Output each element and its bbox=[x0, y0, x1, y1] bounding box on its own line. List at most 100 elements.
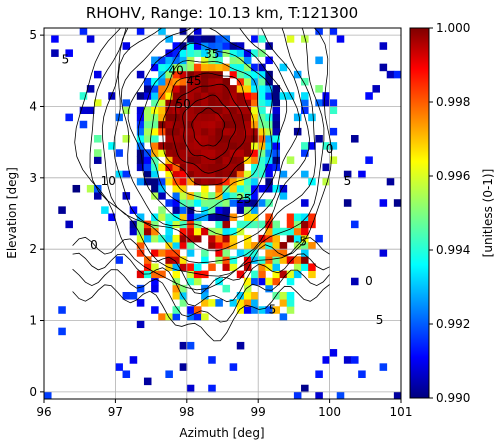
heatmap-cell bbox=[215, 156, 223, 164]
heatmap-cell bbox=[179, 341, 188, 350]
heatmap-cell bbox=[143, 92, 152, 100]
heatmap-cell bbox=[222, 42, 231, 50]
heatmap-cell bbox=[258, 85, 266, 93]
heatmap-cell bbox=[322, 177, 330, 186]
heatmap-cell bbox=[229, 199, 238, 207]
heatmap-cell bbox=[236, 42, 245, 50]
heatmap-cell bbox=[215, 99, 223, 107]
heatmap-cell bbox=[229, 299, 238, 307]
contour-label: 45 bbox=[186, 74, 201, 88]
heatmap-cell bbox=[193, 49, 202, 57]
heatmap-cell bbox=[229, 177, 238, 186]
heatmap-cell bbox=[293, 220, 302, 229]
heatmap-cell bbox=[222, 77, 231, 86]
heatmap-cell bbox=[272, 135, 281, 143]
heatmap-cell bbox=[115, 363, 123, 371]
heatmap-cell bbox=[151, 127, 159, 136]
heatmap-cell bbox=[151, 85, 159, 93]
heatmap-cell bbox=[193, 156, 202, 164]
heatmap-cell bbox=[172, 163, 181, 172]
heatmap-cell bbox=[265, 256, 273, 264]
heatmap-cell bbox=[122, 42, 131, 50]
heatmap-cell bbox=[122, 291, 131, 300]
heatmap-cell bbox=[236, 63, 245, 72]
heatmap-cell bbox=[243, 92, 252, 100]
heatmap-cell bbox=[229, 70, 238, 79]
heatmap-cell bbox=[251, 49, 259, 57]
heatmap-cell bbox=[265, 142, 273, 150]
heatmap-cell bbox=[222, 213, 231, 222]
heatmap-cell bbox=[222, 220, 231, 229]
heatmap-cell bbox=[215, 120, 223, 129]
heatmap-cell bbox=[79, 92, 88, 100]
heatmap-cell bbox=[158, 28, 166, 36]
heatmap-cell bbox=[301, 384, 309, 393]
heatmap-cell bbox=[158, 234, 166, 243]
heatmap-cell bbox=[251, 192, 259, 200]
heatmap-cell bbox=[265, 277, 273, 286]
heatmap-cell bbox=[136, 106, 145, 115]
heatmap-cell bbox=[322, 99, 330, 107]
y-tick-label: 0 bbox=[29, 385, 37, 399]
heatmap-cell bbox=[208, 85, 216, 93]
heatmap-cell bbox=[172, 256, 181, 264]
heatmap-cell bbox=[165, 35, 173, 43]
heatmap-cell bbox=[193, 127, 202, 136]
heatmap-cell bbox=[251, 249, 259, 257]
heatmap-cell bbox=[272, 127, 281, 136]
heatmap-cell bbox=[172, 127, 181, 136]
heatmap-cell bbox=[293, 127, 302, 136]
heatmap-cell bbox=[186, 70, 195, 79]
heatmap-cell bbox=[215, 77, 223, 86]
heatmap-cell bbox=[186, 192, 195, 200]
heatmap-cell bbox=[251, 291, 259, 300]
heatmap-cell bbox=[222, 120, 231, 129]
heatmap-cell bbox=[393, 199, 401, 207]
heatmap-cell bbox=[193, 270, 202, 279]
heatmap-cell bbox=[258, 306, 266, 314]
heatmap-cell bbox=[158, 120, 166, 129]
heatmap-cell bbox=[179, 263, 188, 271]
heatmap-cell bbox=[236, 49, 245, 57]
heatmap-cell bbox=[151, 270, 159, 279]
heatmap-cell bbox=[129, 356, 138, 364]
heatmap-cell bbox=[158, 149, 166, 157]
heatmap-cell bbox=[329, 349, 338, 357]
heatmap-cell bbox=[293, 270, 302, 279]
heatmap-cell bbox=[322, 92, 330, 100]
heatmap-cell bbox=[186, 142, 195, 150]
heatmap-cell bbox=[351, 356, 359, 364]
heatmap-cell bbox=[215, 35, 223, 43]
contour-line bbox=[162, 72, 255, 186]
heatmap-cell bbox=[201, 106, 209, 115]
heatmap-cell bbox=[379, 363, 388, 371]
heatmap-cell bbox=[236, 99, 245, 107]
heatmap-cell bbox=[179, 227, 188, 236]
heatmap-cell bbox=[201, 213, 209, 222]
contour-line bbox=[89, 28, 325, 277]
heatmap-cell bbox=[165, 127, 173, 136]
heatmap-cell bbox=[215, 177, 223, 186]
heatmap-cell bbox=[201, 70, 209, 79]
heatmap-cell bbox=[165, 99, 173, 107]
heatmap-cell bbox=[201, 63, 209, 72]
heatmap-cell bbox=[301, 263, 309, 271]
heatmap-cell bbox=[208, 384, 216, 393]
heatmap-cell bbox=[136, 28, 145, 36]
heatmap-cell bbox=[265, 249, 273, 257]
heatmap-cell bbox=[229, 127, 238, 136]
heatmap-cell bbox=[129, 291, 138, 300]
heatmap-cell bbox=[279, 192, 288, 200]
heatmap-cell bbox=[165, 56, 173, 65]
heatmap-cell bbox=[165, 370, 173, 378]
heatmap-cell bbox=[251, 184, 259, 193]
heatmap-cell bbox=[251, 127, 259, 136]
heatmap-cell bbox=[215, 299, 223, 307]
heatmap-cell bbox=[322, 142, 330, 150]
heatmap-cell bbox=[272, 85, 281, 93]
heatmap-cell bbox=[286, 227, 295, 236]
heatmap-cell bbox=[265, 99, 273, 107]
x-tick-label: 100 bbox=[318, 405, 341, 419]
heatmap-cell bbox=[201, 156, 209, 164]
heatmap-cell bbox=[158, 270, 166, 279]
